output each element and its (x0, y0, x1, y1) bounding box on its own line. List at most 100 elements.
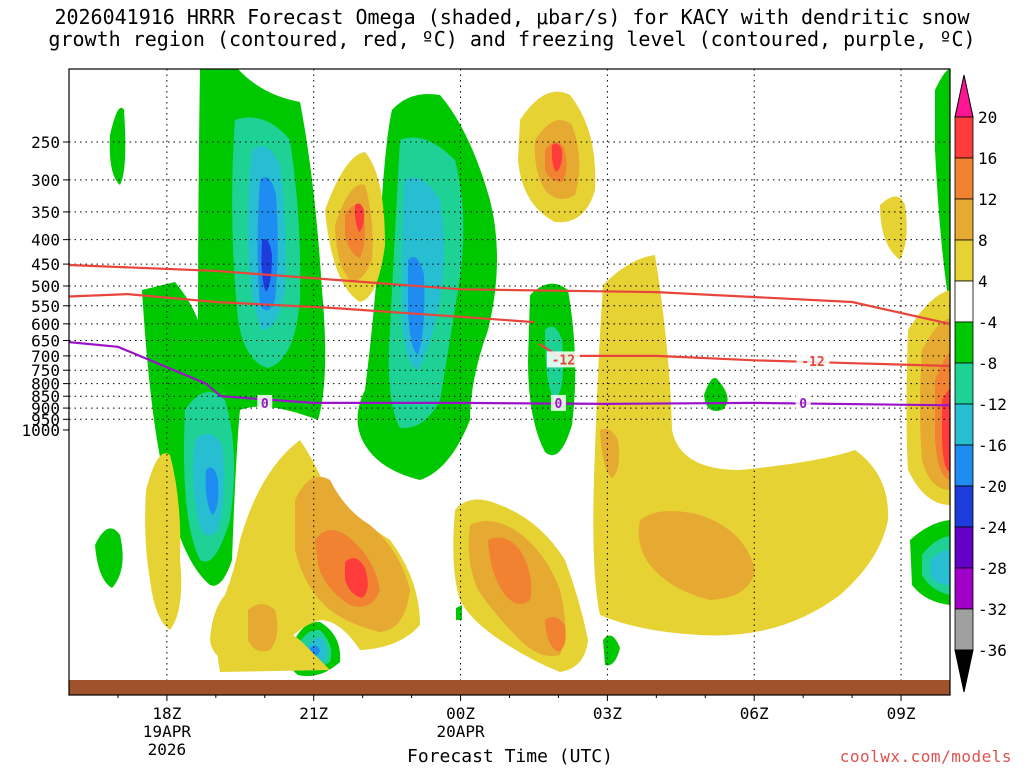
x-tick-label: 09Z (887, 704, 916, 723)
omega-region-yellow-6 (145, 453, 182, 630)
omega-region-darkblue-1 (261, 239, 272, 292)
contour-label: -12 (801, 355, 824, 370)
contour-label-bg (550, 394, 566, 411)
colorbar-label: 4 (978, 272, 988, 291)
y-tick-label: 450 (31, 255, 60, 274)
contour-label-bg (795, 394, 811, 411)
colorbar-band (954, 157, 974, 200)
colorbar-top-arrow (954, 74, 974, 118)
y-tick-label: 650 (31, 331, 60, 350)
colorbar-band (954, 444, 974, 487)
omega-region-red-2 (551, 143, 563, 172)
colorbar-band (954, 526, 974, 569)
y-tick-label: 950 (31, 410, 60, 429)
colorbar-label: -4 (978, 313, 997, 332)
omega-region-green-6 (704, 377, 728, 411)
omega-region-gold-5 (638, 511, 755, 600)
omega-region-orange-4 (488, 537, 532, 604)
omega-region-green-7 (95, 528, 123, 588)
omega-region-green-12 (935, 69, 950, 310)
x-tick-label: 19APR (143, 722, 192, 741)
colorbar-label: -16 (978, 436, 1007, 455)
omega-region-gold-7 (600, 428, 620, 478)
colorbar-band (954, 280, 974, 323)
y-tick-label: 850 (31, 387, 60, 406)
y-axis: 2503003504004505005506006507007508008509… (21, 133, 69, 440)
omega-region-gold-6 (248, 604, 278, 652)
colorbar-label: 8 (978, 231, 988, 250)
omega-region-cyan-5 (930, 550, 950, 585)
chart-title-line1: 2026041916 HRRR Forecast Omega (shaded, … (54, 5, 970, 29)
colorbar-label: -36 (978, 641, 1007, 660)
x-axis-label: Forecast Time (UTC) (407, 746, 613, 767)
colorbar-band (954, 403, 974, 446)
colorbar: 20 16 12 8 4 -4 -8 -12 -16 -20 -24 -28 -32 -36 (954, 74, 1007, 693)
omega-region-yellow-9 (215, 625, 330, 672)
contour-label: -12 (552, 353, 575, 368)
colorbar-label: -20 (978, 477, 1007, 496)
contour-lines: -12 -12 0 0 0 (69, 263, 950, 412)
omega-region-red-4 (942, 388, 950, 472)
y-tick-label: 700 (31, 347, 60, 366)
omega-region-green-9 (603, 635, 620, 666)
snow-growth-contour (69, 263, 950, 325)
colorbar-band (954, 239, 974, 282)
omega-region-green-10 (456, 605, 462, 620)
contour-label-bg (257, 394, 273, 411)
colorbar-label: -28 (978, 559, 1007, 578)
y-tick-label: 750 (31, 361, 60, 380)
colorbar-label: 20 (978, 108, 997, 127)
colorbar-band (954, 116, 974, 159)
x-tick-label: 18Z (152, 704, 181, 723)
x-tick-label: 00Z (446, 704, 475, 723)
colorbar-band (954, 362, 974, 405)
y-tick-label: 250 (31, 133, 60, 152)
omega-region-red-1 (345, 558, 368, 598)
colorbar-band (954, 608, 974, 651)
omega-region-green-4 (212, 240, 219, 290)
chart-title: 2026041916 HRRR Forecast Omega (shaded, … (0, 6, 1024, 50)
x-tick-label: 03Z (593, 704, 622, 723)
x-tick-label: 20APR (436, 722, 485, 741)
contour-label: 0 (555, 397, 563, 412)
y-tick-label: 1000 (21, 421, 60, 440)
chart-title-line2: growth region (contoured, red, ºC) and f… (48, 27, 976, 51)
contour-label-bg (546, 351, 580, 368)
credit-text: coolwx.com/models (839, 747, 1012, 766)
y-tick-label: 800 (31, 375, 60, 394)
contour-label: 0 (261, 397, 269, 412)
x-tick-label: 2026 (148, 740, 187, 759)
omega-region-yellow-7 (880, 196, 907, 260)
colorbar-label: 16 (978, 149, 997, 168)
omega-region-blue-3 (205, 467, 219, 515)
contour-label: 0 (799, 397, 807, 412)
omega-region-orange-5 (545, 616, 566, 652)
omega-region-red-3 (354, 203, 365, 232)
snow-growth-contour (69, 293, 535, 324)
y-tick-label: 300 (31, 171, 60, 190)
colorbar-band (954, 321, 974, 364)
y-tick-label: 350 (31, 203, 60, 222)
omega-shading (95, 69, 950, 677)
omega-region-green-3 (109, 107, 126, 185)
y-tick-label: 900 (31, 399, 60, 418)
freezing-level-contour (69, 341, 950, 407)
colorbar-label: -32 (978, 600, 1007, 619)
grid-lines (69, 69, 950, 695)
colorbar-bottom-arrow (954, 649, 974, 693)
y-tick-label: 400 (31, 231, 60, 250)
colorbar-label: -12 (978, 395, 1007, 414)
colorbar-band (954, 567, 974, 610)
colorbar-band (954, 485, 974, 528)
y-tick-label: 500 (31, 277, 60, 296)
y-tick-label: 550 (31, 297, 60, 316)
x-tick-label: 06Z (740, 704, 769, 723)
x-tick-label: 21Z (299, 704, 328, 723)
terrain-band (69, 680, 950, 695)
colorbar-label: -8 (978, 354, 997, 373)
colorbar-band (954, 198, 974, 241)
colorbar-label: -24 (978, 518, 1007, 537)
contour-label-bg (796, 353, 830, 370)
y-tick-label: 600 (31, 315, 60, 334)
